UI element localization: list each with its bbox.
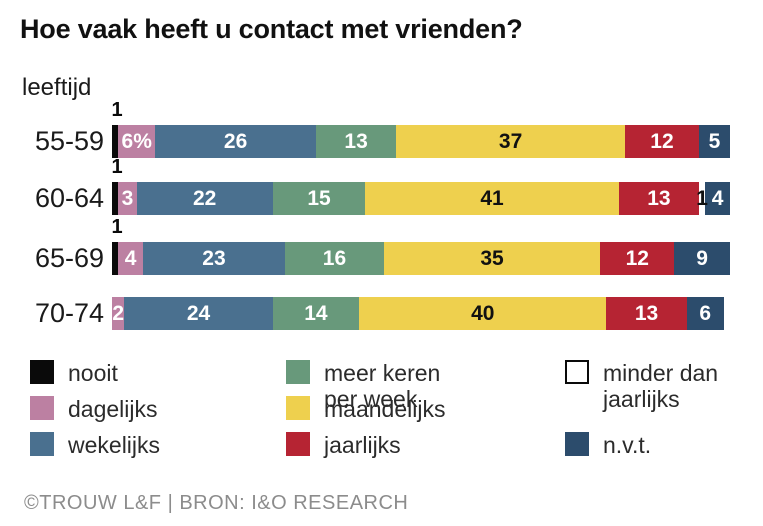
- legend-item-wekelijks: wekelijks: [30, 432, 160, 458]
- category-label-70-74: 70-74: [34, 298, 104, 328]
- bar-segment-meer-keren-per-week: 14: [272, 297, 360, 330]
- y-axis-label: leeftijd: [22, 74, 92, 101]
- value-label: 23: [202, 247, 226, 270]
- bar-segment-meer-keren-per-week: 15: [272, 182, 366, 215]
- legend-label: nooit: [68, 360, 118, 386]
- value-label: 12: [650, 130, 674, 153]
- bar-row-55-59: 6% 26 13 37 12 5: [112, 125, 730, 158]
- legend-swatch: [30, 360, 54, 384]
- bar-segment-n.v.t.: 5: [699, 125, 730, 158]
- category-label-60-64: 60-64: [34, 183, 104, 213]
- value-label: 16: [322, 247, 347, 270]
- bar-segment-nooit: [112, 125, 119, 158]
- bar-segment-maandelijks: 37: [396, 125, 625, 158]
- bar-segment-meer-keren-per-week: 13: [315, 125, 397, 158]
- category-label-55-59: 55-59: [34, 126, 104, 156]
- bar-segment-maandelijks: 41: [365, 182, 619, 215]
- legend-label: jaarlijks: [324, 432, 401, 458]
- bar-segment-jaarlijks: 13: [606, 297, 687, 330]
- bar-segment-dagelijks: 3: [118, 182, 137, 215]
- value-label: 37: [498, 130, 523, 153]
- legend-label: minder dan jaarlijks: [603, 360, 719, 412]
- legend-item-meer-keren-per-week: meer keren per week: [286, 360, 474, 412]
- value-label: 4: [124, 247, 137, 270]
- bar-segment-n.v.t.: 6: [686, 297, 724, 330]
- value-label: 9: [696, 247, 708, 270]
- category-label-65-69: 65-69: [34, 243, 104, 273]
- bar-segment-jaarlijks: 12: [624, 125, 700, 158]
- bar-segment-wekelijks: 24: [124, 297, 273, 330]
- bar-segment-maandelijks: 35: [383, 242, 601, 275]
- legend-swatch: [30, 396, 54, 420]
- stacked-bar-chart: 55-59 6% 26 13 37 12 5 1 60-64 3 22 15 41 13 1 4 1 65-69 4…: [34, 99, 730, 330]
- bar-row-60-64: 3 22 15 41 13 1 4: [112, 182, 730, 215]
- bar-segment-nooit: [112, 242, 119, 275]
- legend-label: dagelijks: [68, 396, 158, 422]
- legend-swatch: [30, 432, 54, 456]
- bar-segment-wekelijks: 23: [142, 242, 286, 275]
- legend-label: meer keren per week: [324, 360, 441, 412]
- bar-segment-meer-keren-per-week: 16: [285, 242, 384, 275]
- bar-segment-maandelijks: 40: [359, 297, 607, 330]
- legend-item-n.v.t.: n.v.t.: [565, 432, 651, 458]
- value-label: 26: [223, 130, 248, 153]
- value-label: 24: [186, 302, 211, 325]
- bar-segment-n.v.t.: 4: [705, 182, 730, 215]
- legend-item-nooit: nooit: [30, 360, 118, 386]
- value-label: 3: [121, 187, 134, 210]
- value-label: 14: [304, 302, 328, 325]
- legend-label: maandelijks: [324, 396, 446, 422]
- bar-segment-jaarlijks: 13: [618, 182, 700, 215]
- legend-item-dagelijks: dagelijks: [30, 396, 158, 422]
- bar-segment-jaarlijks: 12: [600, 242, 675, 275]
- legend-swatch: [286, 360, 310, 384]
- value-label: 35: [480, 247, 504, 270]
- value-label-above-nooit: 1: [111, 216, 123, 238]
- value-label: 6: [699, 302, 712, 325]
- legend-swatch: [286, 396, 310, 420]
- chart-title: Hoe vaak heeft u contact met vrienden?: [20, 14, 523, 44]
- bar-segment-wekelijks: 22: [136, 182, 273, 215]
- bar-segment-nooit: [112, 182, 119, 215]
- source-credit: ©TROUW L&F | BRON: I&O RESEARCH: [24, 492, 409, 514]
- value-label-above-nooit: 1: [111, 99, 123, 121]
- value-label: 6%: [121, 130, 152, 153]
- legend-swatch: [286, 432, 310, 456]
- bar-segment-wekelijks: 26: [155, 125, 316, 158]
- legend-item-minder-dan-jaarlijks: minder dan jaarlijks: [565, 360, 753, 412]
- bar-row-65-69: 4 23 16 35 12 9: [112, 242, 730, 275]
- value-label: 41: [480, 187, 504, 210]
- value-label: 1: [696, 187, 708, 210]
- value-label: 12: [625, 247, 649, 270]
- value-label: 5: [708, 130, 721, 153]
- bar-row-70-74: 2 24 14 40 13 6: [112, 297, 730, 330]
- bar-segment-dagelijks: 6%: [118, 125, 156, 158]
- value-label-above-nooit: 1: [111, 156, 123, 178]
- legend-swatch: [565, 360, 589, 384]
- value-label: 4: [711, 187, 724, 210]
- bar-segment-minder-dan-jaarlijks: 1: [696, 182, 708, 215]
- legend-item-jaarlijks: jaarlijks: [286, 432, 401, 458]
- value-label: 15: [307, 187, 331, 210]
- value-label: 2: [112, 302, 125, 325]
- value-label: 13: [634, 302, 659, 325]
- legend-item-maandelijks: maandelijks: [286, 396, 445, 422]
- bar-segment-dagelijks: 4: [118, 242, 143, 275]
- legend-label: wekelijks: [68, 432, 161, 458]
- value-label: 40: [471, 302, 495, 325]
- value-label: 13: [344, 130, 368, 153]
- legend-label: n.v.t.: [603, 432, 652, 458]
- chart-legend: nooit dagelijks wekelijks meer keren per we…: [0, 350, 763, 470]
- value-label: 13: [647, 187, 671, 210]
- legend-swatch: [565, 432, 589, 456]
- value-label: 22: [193, 187, 217, 210]
- bar-segment-dagelijks: 2: [112, 297, 125, 330]
- bar-segment-n.v.t.: 9: [674, 242, 730, 275]
